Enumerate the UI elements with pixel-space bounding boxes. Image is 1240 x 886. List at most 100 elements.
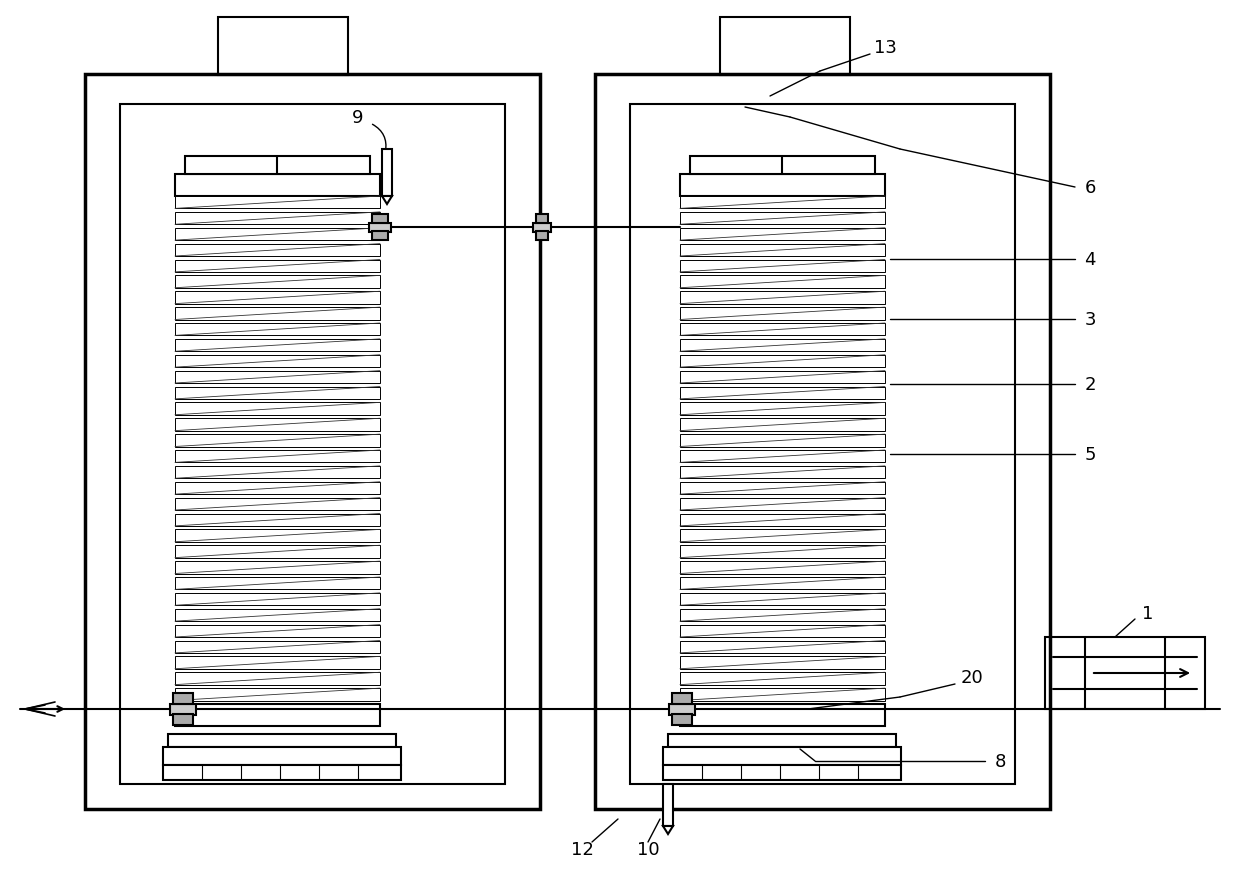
Bar <box>663 766 901 780</box>
Bar <box>120 105 505 784</box>
Bar <box>670 704 694 715</box>
Bar <box>175 197 379 209</box>
Bar <box>680 578 885 590</box>
Bar <box>668 734 897 747</box>
Bar <box>680 562 885 574</box>
Text: 9: 9 <box>352 109 363 127</box>
Bar <box>720 18 849 76</box>
Bar <box>680 546 885 558</box>
Bar <box>175 450 379 462</box>
Text: 2: 2 <box>1084 376 1096 393</box>
Bar <box>680 466 885 478</box>
Bar <box>680 704 885 727</box>
Bar <box>372 214 388 224</box>
Bar <box>175 307 379 320</box>
Bar <box>370 224 391 233</box>
Bar <box>175 403 379 416</box>
Text: 8: 8 <box>994 752 1006 770</box>
Bar <box>175 355 379 368</box>
Bar <box>175 245 379 257</box>
Bar <box>680 688 885 701</box>
Bar <box>175 498 379 510</box>
Bar <box>175 419 379 431</box>
Bar <box>175 609 379 621</box>
Bar <box>680 514 885 526</box>
Bar <box>680 609 885 621</box>
Bar <box>175 594 379 605</box>
Bar <box>672 714 692 725</box>
Bar <box>175 387 379 400</box>
Bar <box>167 734 396 747</box>
Bar <box>680 371 885 384</box>
Bar <box>680 323 885 336</box>
Bar <box>372 232 388 241</box>
Text: 1: 1 <box>1142 604 1153 622</box>
Bar <box>175 530 379 542</box>
Bar <box>680 229 885 241</box>
Bar <box>630 105 1016 784</box>
Bar <box>536 214 548 224</box>
Bar <box>175 514 379 526</box>
Bar <box>680 291 885 304</box>
Bar <box>680 450 885 462</box>
Bar <box>680 498 885 510</box>
Bar <box>680 175 885 197</box>
Bar <box>175 435 379 447</box>
Bar <box>175 323 379 336</box>
Bar <box>680 435 885 447</box>
Bar <box>680 625 885 637</box>
Bar <box>680 403 885 416</box>
Bar <box>595 75 1050 809</box>
Polygon shape <box>663 826 673 834</box>
Bar <box>175 482 379 494</box>
Bar <box>680 672 885 685</box>
Bar <box>663 784 673 826</box>
Bar <box>175 339 379 352</box>
Bar <box>175 625 379 637</box>
Bar <box>175 466 379 478</box>
Bar <box>680 260 885 273</box>
Bar <box>680 276 885 289</box>
Bar <box>175 704 379 727</box>
Bar <box>680 530 885 542</box>
Bar <box>175 688 379 701</box>
Bar <box>680 419 885 431</box>
Bar <box>175 291 379 304</box>
Bar <box>175 578 379 590</box>
Bar <box>689 157 875 175</box>
Text: 10: 10 <box>636 840 660 858</box>
Polygon shape <box>382 197 392 205</box>
Bar <box>185 157 370 175</box>
Bar <box>175 213 379 225</box>
Bar <box>175 672 379 685</box>
Text: 13: 13 <box>873 39 897 57</box>
Text: 3: 3 <box>1084 311 1096 329</box>
Bar <box>663 747 901 766</box>
Bar <box>672 693 692 704</box>
Bar <box>175 260 379 273</box>
Bar <box>175 276 379 289</box>
Bar <box>382 150 392 197</box>
Bar <box>533 224 551 233</box>
Bar <box>680 307 885 320</box>
Bar <box>175 371 379 384</box>
Bar <box>680 387 885 400</box>
Bar <box>174 693 193 704</box>
Text: 12: 12 <box>570 840 594 858</box>
Bar <box>680 245 885 257</box>
Bar <box>680 657 885 669</box>
Bar <box>536 232 548 241</box>
Text: 4: 4 <box>1084 251 1096 268</box>
Bar <box>175 229 379 241</box>
Bar <box>218 18 348 76</box>
Text: 5: 5 <box>1084 446 1096 463</box>
Bar <box>175 657 379 669</box>
Bar <box>680 641 885 653</box>
Bar <box>162 766 401 780</box>
Bar <box>680 594 885 605</box>
Text: 6: 6 <box>1084 179 1096 197</box>
Bar <box>175 175 379 197</box>
Text: 20: 20 <box>961 668 983 687</box>
Bar <box>680 213 885 225</box>
Bar <box>175 641 379 653</box>
